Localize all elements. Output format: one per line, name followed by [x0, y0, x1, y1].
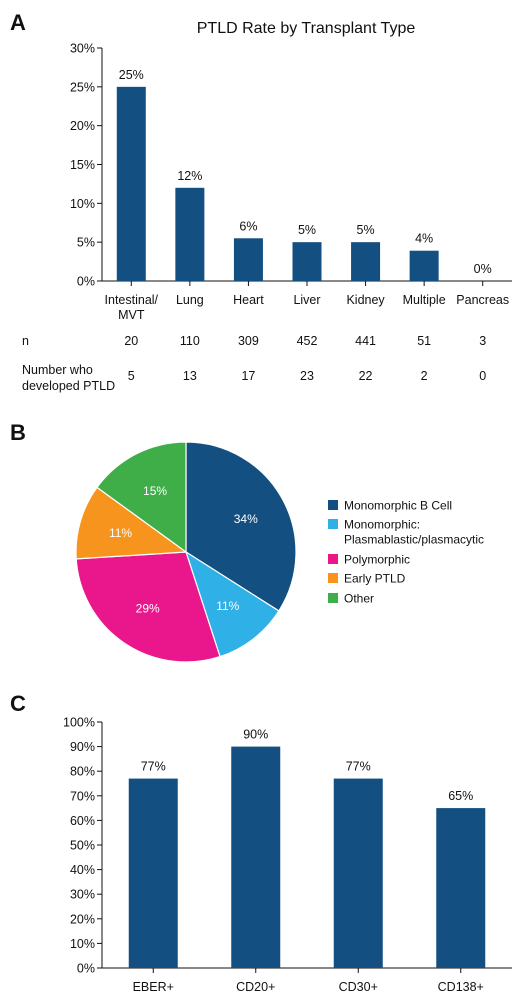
y-tick-label: 20% [70, 119, 95, 133]
category-label: EBER+ [133, 980, 174, 994]
table-cell: 0 [479, 369, 486, 383]
bar [231, 746, 281, 968]
slice-label: 11% [109, 526, 132, 540]
chart-title: PTLD Rate by Transplant Type [197, 20, 416, 37]
pie-slice [184, 550, 280, 658]
pie-slice [75, 551, 221, 663]
category-label: CD20+ [236, 980, 275, 994]
category-label: Heart [233, 293, 264, 307]
legend-label: Polymorphic [344, 553, 410, 567]
data-label: 25% [119, 68, 144, 82]
category-label: Intestinal/MVT [105, 293, 159, 322]
slice-label: 29% [136, 601, 160, 615]
y-tick-label: 30% [70, 888, 95, 902]
legend-swatch [328, 500, 338, 510]
y-tick-label: 0% [77, 962, 95, 976]
bar [409, 250, 439, 281]
y-tick-label: 100% [63, 716, 95, 730]
panel-a: A PTLD Rate by Transplant Type 0% 5% 10% 15… [10, 10, 512, 393]
legend-label: Early PTLD [344, 572, 406, 586]
category-label: CD30+ [339, 980, 378, 994]
table-cell: 22 [359, 369, 373, 383]
y-tick-label: 50% [70, 839, 95, 853]
y-tick-label: 90% [70, 740, 95, 754]
table-cell: 13 [183, 369, 197, 383]
legend-swatch [328, 573, 338, 583]
category-label: Liver [293, 293, 320, 307]
category-label: Pancreas [456, 293, 509, 307]
table-cell: 309 [238, 334, 259, 348]
y-tick-label: 15% [70, 158, 95, 172]
data-label: 6% [239, 219, 257, 233]
table-cell: 5 [128, 369, 135, 383]
panel-letter-a: A [10, 10, 26, 35]
y-tick-label: 70% [70, 789, 95, 803]
data-label: 77% [141, 760, 166, 774]
bar [292, 242, 322, 281]
data-label: 5% [357, 223, 375, 237]
bar [351, 242, 381, 281]
bar [175, 187, 205, 281]
category-label: Kidney [346, 293, 385, 307]
y-tick-label: 5% [77, 236, 95, 250]
y-tick-label: 60% [70, 814, 95, 828]
table-row-label: n [22, 334, 29, 348]
table-cell: 20 [124, 334, 138, 348]
y-tick-label: 80% [70, 765, 95, 779]
slice-label: 15% [143, 484, 167, 498]
category-label: Lung [176, 293, 204, 307]
pie-slice [75, 486, 188, 560]
table-cell: 441 [355, 334, 376, 348]
legend-label: Other [344, 592, 374, 606]
table-cell: 17 [241, 369, 255, 383]
y-tick-label: 30% [70, 42, 95, 56]
y-tick-label: 10% [70, 937, 95, 951]
pie-slice [96, 441, 187, 554]
bar [233, 238, 263, 281]
y-tick-label: 40% [70, 863, 95, 877]
y-tick-label: 20% [70, 912, 95, 926]
legend-label: Monomorphic B Cell [344, 499, 452, 513]
category-label: Multiple [403, 293, 446, 307]
category-label: CD138+ [438, 980, 484, 994]
data-label: 12% [177, 169, 202, 183]
pie-slice [185, 441, 297, 612]
y-tick-label: 0% [77, 275, 95, 289]
slice-label: 34% [234, 512, 258, 526]
panel-letter-b: B [10, 420, 26, 445]
table-cell: 23 [300, 369, 314, 383]
slice-label: 11% [216, 599, 239, 613]
legend-swatch [328, 554, 338, 564]
data-label: 5% [298, 223, 316, 237]
data-label: 0% [474, 262, 492, 276]
legend-swatch [328, 519, 338, 529]
panel-b: B 34% 11% 29% 11% 15% Monomorphic B Cell Mono… [10, 420, 484, 663]
data-label: 65% [448, 789, 473, 803]
data-label: 77% [346, 760, 371, 774]
table-cell: 51 [417, 334, 431, 348]
y-tick-label: 10% [70, 197, 95, 211]
table-cell: 2 [421, 369, 428, 383]
data-label: 90% [243, 728, 268, 742]
table-row-label: Number who developed PTLD [22, 363, 115, 393]
panel-letter-c: C [10, 691, 26, 716]
legend-swatch [328, 593, 338, 603]
bar [436, 808, 486, 968]
table-cell: 110 [180, 334, 200, 348]
table-cell: 452 [297, 334, 318, 348]
bar [333, 778, 383, 968]
table-cell: 3 [479, 334, 486, 348]
y-tick-label: 25% [70, 80, 95, 94]
data-label: 4% [415, 232, 433, 246]
legend-label: Monomorphic: Plasmablastic/plasmacytic [344, 518, 484, 547]
bar [116, 86, 146, 281]
bar [128, 778, 178, 968]
panel-c: C 0% 10% 20% 30% 40% 50% 60% 70% 80% 90% 100% 77% 9… [10, 691, 512, 994]
